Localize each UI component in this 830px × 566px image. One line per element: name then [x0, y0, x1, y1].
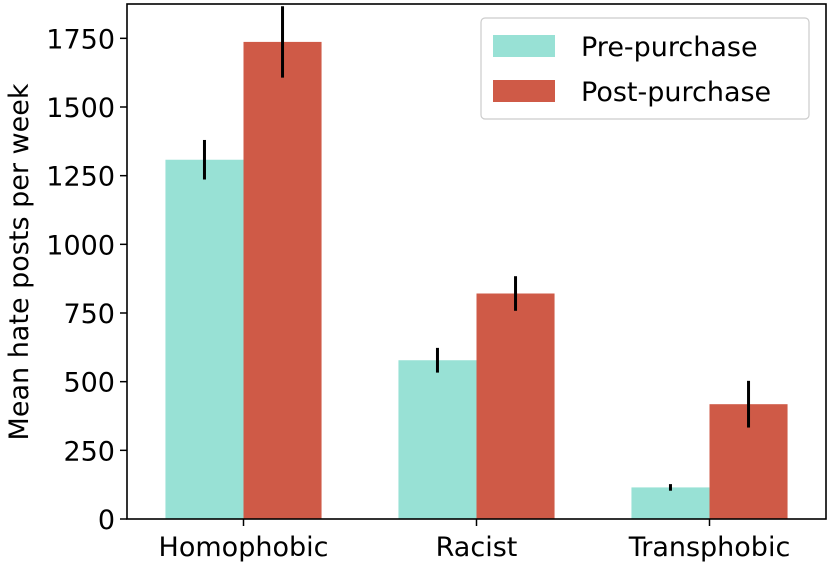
y-tick-label: 250: [63, 436, 115, 467]
y-tick-label: 1250: [46, 162, 115, 193]
y-tick-label: 500: [63, 368, 115, 399]
bar-transphobic-pre-purchase: [631, 487, 710, 519]
x-tick-label-transphobic: Transphobic: [628, 532, 791, 563]
bar-racist-post-purchase: [476, 293, 555, 519]
bar-homophobic-post-purchase: [243, 41, 322, 520]
bars-group: [165, 41, 788, 520]
y-axis-ticks: 0 250 500 750 1000 1250 1500 1750: [46, 24, 127, 536]
x-tick-label-homophobic: Homophobic: [159, 532, 329, 563]
y-tick-label: 1000: [46, 230, 115, 261]
y-tick-label: 1500: [46, 93, 115, 124]
legend-frame: [480, 17, 810, 120]
error-bars-group: [202, 6, 751, 491]
legend-label-pre-purchase: Pre-purchase: [581, 32, 758, 63]
bar-homophobic-pre-purchase: [165, 159, 244, 519]
x-axis-ticks: Homophobic Racist Transphobic: [159, 519, 791, 563]
y-tick-label: 750: [63, 299, 115, 330]
y-axis-label: Mean hate posts per week: [4, 83, 35, 440]
legend-swatch-pre-purchase: [493, 35, 555, 57]
legend-label-post-purchase: Post-purchase: [581, 77, 771, 108]
y-tick-label: 1750: [46, 24, 115, 55]
x-tick-label-racist: Racist: [436, 532, 518, 563]
legend: Pre-purchase Post-purchase: [480, 17, 810, 120]
y-tick-label: 0: [98, 505, 115, 536]
plot-frame: [126, 3, 827, 520]
bar-racist-pre-purchase: [398, 360, 477, 519]
legend-swatch-post-purchase: [493, 80, 555, 102]
